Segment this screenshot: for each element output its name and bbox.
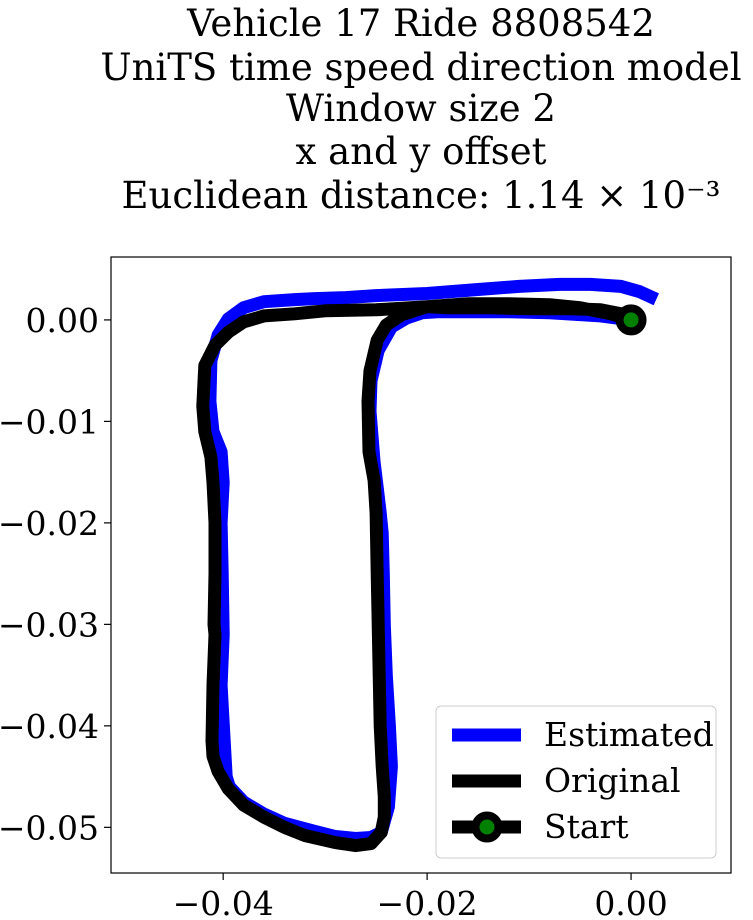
legend-marker-start xyxy=(471,811,503,843)
series-layer xyxy=(196,277,660,853)
legend-label-start: Start xyxy=(544,807,629,846)
x-tick-label: −0.02 xyxy=(377,884,478,920)
title-line-4: x and y offset xyxy=(296,130,547,173)
y-tick-label: −0.03 xyxy=(0,605,99,644)
x-axis: −0.04 −0.02 0.00 xyxy=(173,873,668,920)
series-line-original xyxy=(196,297,641,853)
chart-title: Vehicle 17 Ride 8808542 UniTS time speed… xyxy=(100,2,741,217)
legend-frame xyxy=(435,705,717,859)
y-tick-label: −0.04 xyxy=(0,707,99,746)
legend-label-estimated: Estimated xyxy=(544,715,714,754)
start-marker xyxy=(615,304,647,336)
plot-area-frame xyxy=(110,256,732,874)
title-line-3: Window size 2 xyxy=(286,87,556,130)
title-line-2: UniTS time speed direction model xyxy=(100,46,741,89)
legend-label-original: Original xyxy=(544,761,681,800)
y-tick-label: −0.05 xyxy=(0,808,99,847)
y-tick-label: −0.02 xyxy=(0,504,99,543)
y-tick-label: −0.01 xyxy=(0,402,99,441)
y-tick-label: 0.00 xyxy=(26,301,99,340)
legend: Estimated Original Start xyxy=(435,705,717,859)
x-tick-label: −0.04 xyxy=(173,884,274,920)
x-tick-label: 0.00 xyxy=(594,884,667,920)
y-axis: 0.00 −0.01 −0.02 −0.03 −0.04 −0.05 xyxy=(0,301,111,847)
title-line-1: Vehicle 17 Ride 8808542 xyxy=(186,2,655,45)
title-line-5: Euclidean distance: 1.14 × 10⁻³ xyxy=(122,174,721,217)
